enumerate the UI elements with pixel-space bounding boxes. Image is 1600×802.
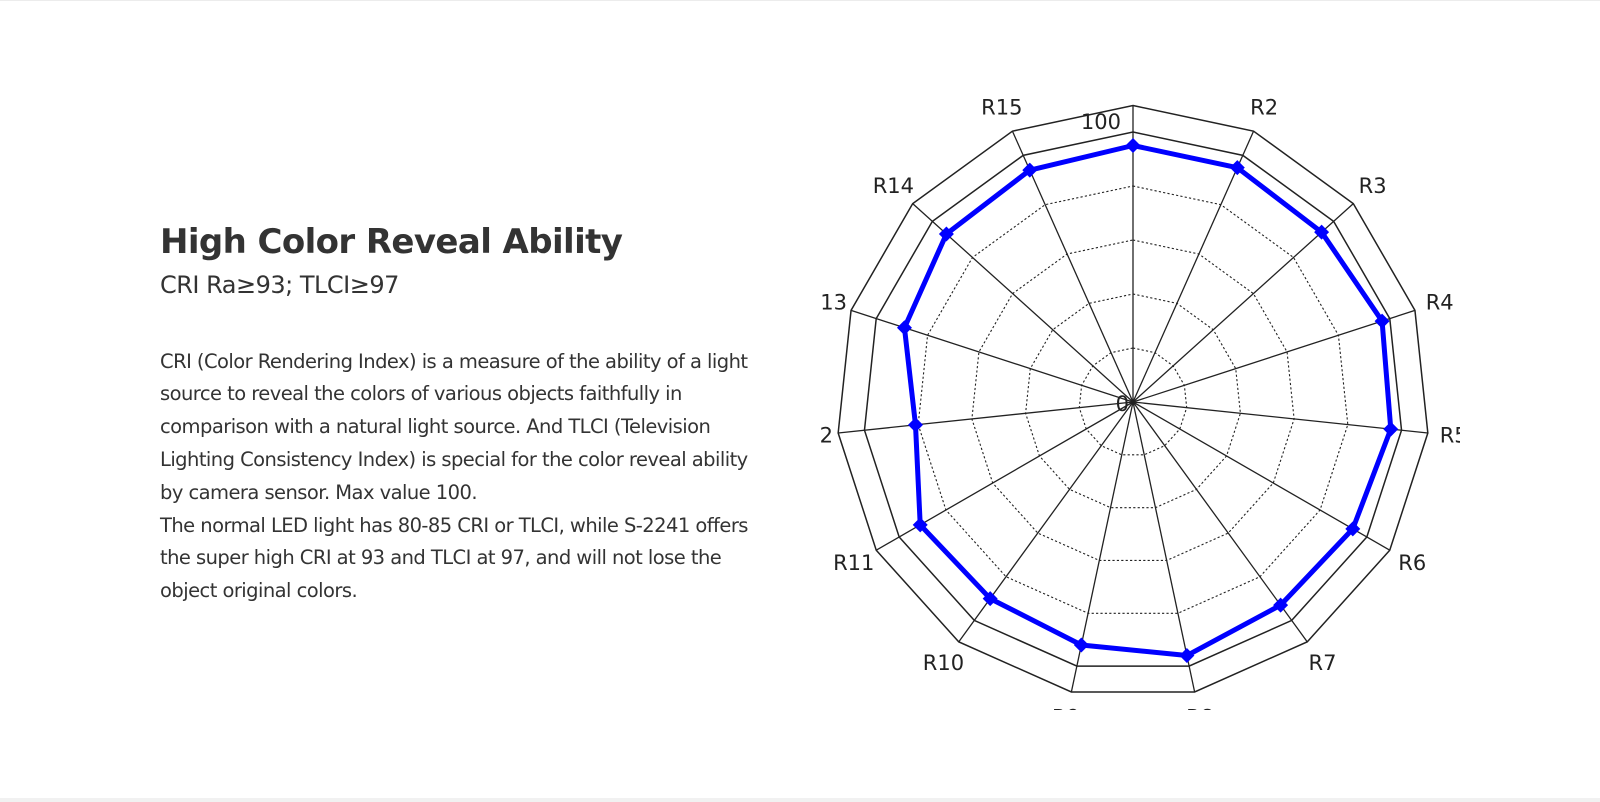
radar-series xyxy=(896,138,1399,664)
top-divider xyxy=(0,0,1600,1)
feature-description: CRI (Color Rendering Index) is a measure… xyxy=(160,346,760,608)
axis-label-r4: R4 xyxy=(1426,290,1454,314)
radar-spoke-r8 xyxy=(1132,401,1196,693)
description-paragraph-1: CRI (Color Rendering Index) is a measure… xyxy=(160,349,748,504)
data-point-r9 xyxy=(1073,637,1089,653)
data-point-r12 xyxy=(907,417,923,433)
axis-label-r5: R5 xyxy=(1440,424,1460,448)
series-line xyxy=(901,143,1394,659)
radar-spoke-r4 xyxy=(1132,309,1416,403)
axis-label-r3: R3 xyxy=(1359,174,1387,198)
tick-label-min: 0 xyxy=(1116,392,1129,416)
axis-label-r8: R8 xyxy=(1186,705,1214,710)
data-point-r14 xyxy=(938,226,954,242)
radar-spoke-r13 xyxy=(850,309,1134,403)
axis-label-r12: R12 xyxy=(820,424,833,448)
data-point-r4 xyxy=(1374,313,1390,329)
radar-spoke-r3 xyxy=(1132,203,1354,403)
data-point-r1 xyxy=(1125,138,1141,153)
radar-grid-ring-1 xyxy=(1078,347,1188,456)
feature-subtitle: CRI Ra≥93; TLCI≥97 xyxy=(160,270,399,299)
radar-labels: R1 R2 R3 R4 R5 R6 R7 R8 R9 R10 R11 R12 R13 R14 R15 100 0 xyxy=(820,90,1460,710)
feature-title: High Color Reveal Ability xyxy=(160,222,623,262)
data-point-r3 xyxy=(1314,224,1330,240)
data-point-r8 xyxy=(1179,648,1195,664)
radar-spoke-r2 xyxy=(1132,130,1255,403)
radar-grid-ring-max xyxy=(863,131,1403,667)
data-point-r2 xyxy=(1229,160,1245,176)
axis-label-r2: R2 xyxy=(1250,95,1278,119)
data-point-r13 xyxy=(896,320,912,336)
data-point-r7 xyxy=(1273,597,1289,613)
axis-label-r14: R14 xyxy=(873,174,914,198)
axis-label-r7: R7 xyxy=(1309,651,1337,675)
data-point-r5 xyxy=(1383,421,1399,437)
radar-chart-svg: R1 R2 R3 R4 R5 R6 R7 R8 R9 R10 R11 R12 R13 R14 R15 100 0 xyxy=(820,90,1460,710)
cri-radar-chart: R1 R2 R3 R4 R5 R6 R7 R8 R9 R10 R11 R12 R13 R14 R15 100 0 xyxy=(820,90,1460,710)
data-point-r15 xyxy=(1022,162,1038,178)
axis-label-r9: R9 xyxy=(1052,705,1080,710)
radar-spoke-r12 xyxy=(838,401,1134,434)
axis-label-r15: R15 xyxy=(981,95,1022,119)
feature-text-section: High Color Reveal Ability CRI Ra≥93; TLC… xyxy=(160,222,760,608)
tick-label-max: 100 xyxy=(1081,110,1121,134)
radar-grid-ring-3 xyxy=(971,239,1295,562)
data-point-r6 xyxy=(1345,521,1361,537)
axis-label-r1: R1 xyxy=(1119,90,1147,92)
radar-grid-ring-4 xyxy=(917,185,1349,614)
data-point-r10 xyxy=(982,591,998,607)
description-paragraph-2: The normal LED light has 80-85 CRI or TL… xyxy=(160,513,748,603)
axis-label-r11: R11 xyxy=(833,551,874,575)
axis-label-r6: R6 xyxy=(1398,551,1426,575)
radar-spoke-r5 xyxy=(1132,401,1428,434)
radar-spoke-r6 xyxy=(1132,401,1391,551)
axis-label-r13: R13 xyxy=(820,290,847,314)
data-point-r11 xyxy=(912,517,928,533)
radar-grid xyxy=(837,104,1429,693)
bottom-divider xyxy=(0,798,1600,802)
radar-spoke-r15 xyxy=(1011,130,1134,403)
radar-outer-frame xyxy=(837,104,1429,693)
axis-label-r10: R10 xyxy=(923,651,964,675)
